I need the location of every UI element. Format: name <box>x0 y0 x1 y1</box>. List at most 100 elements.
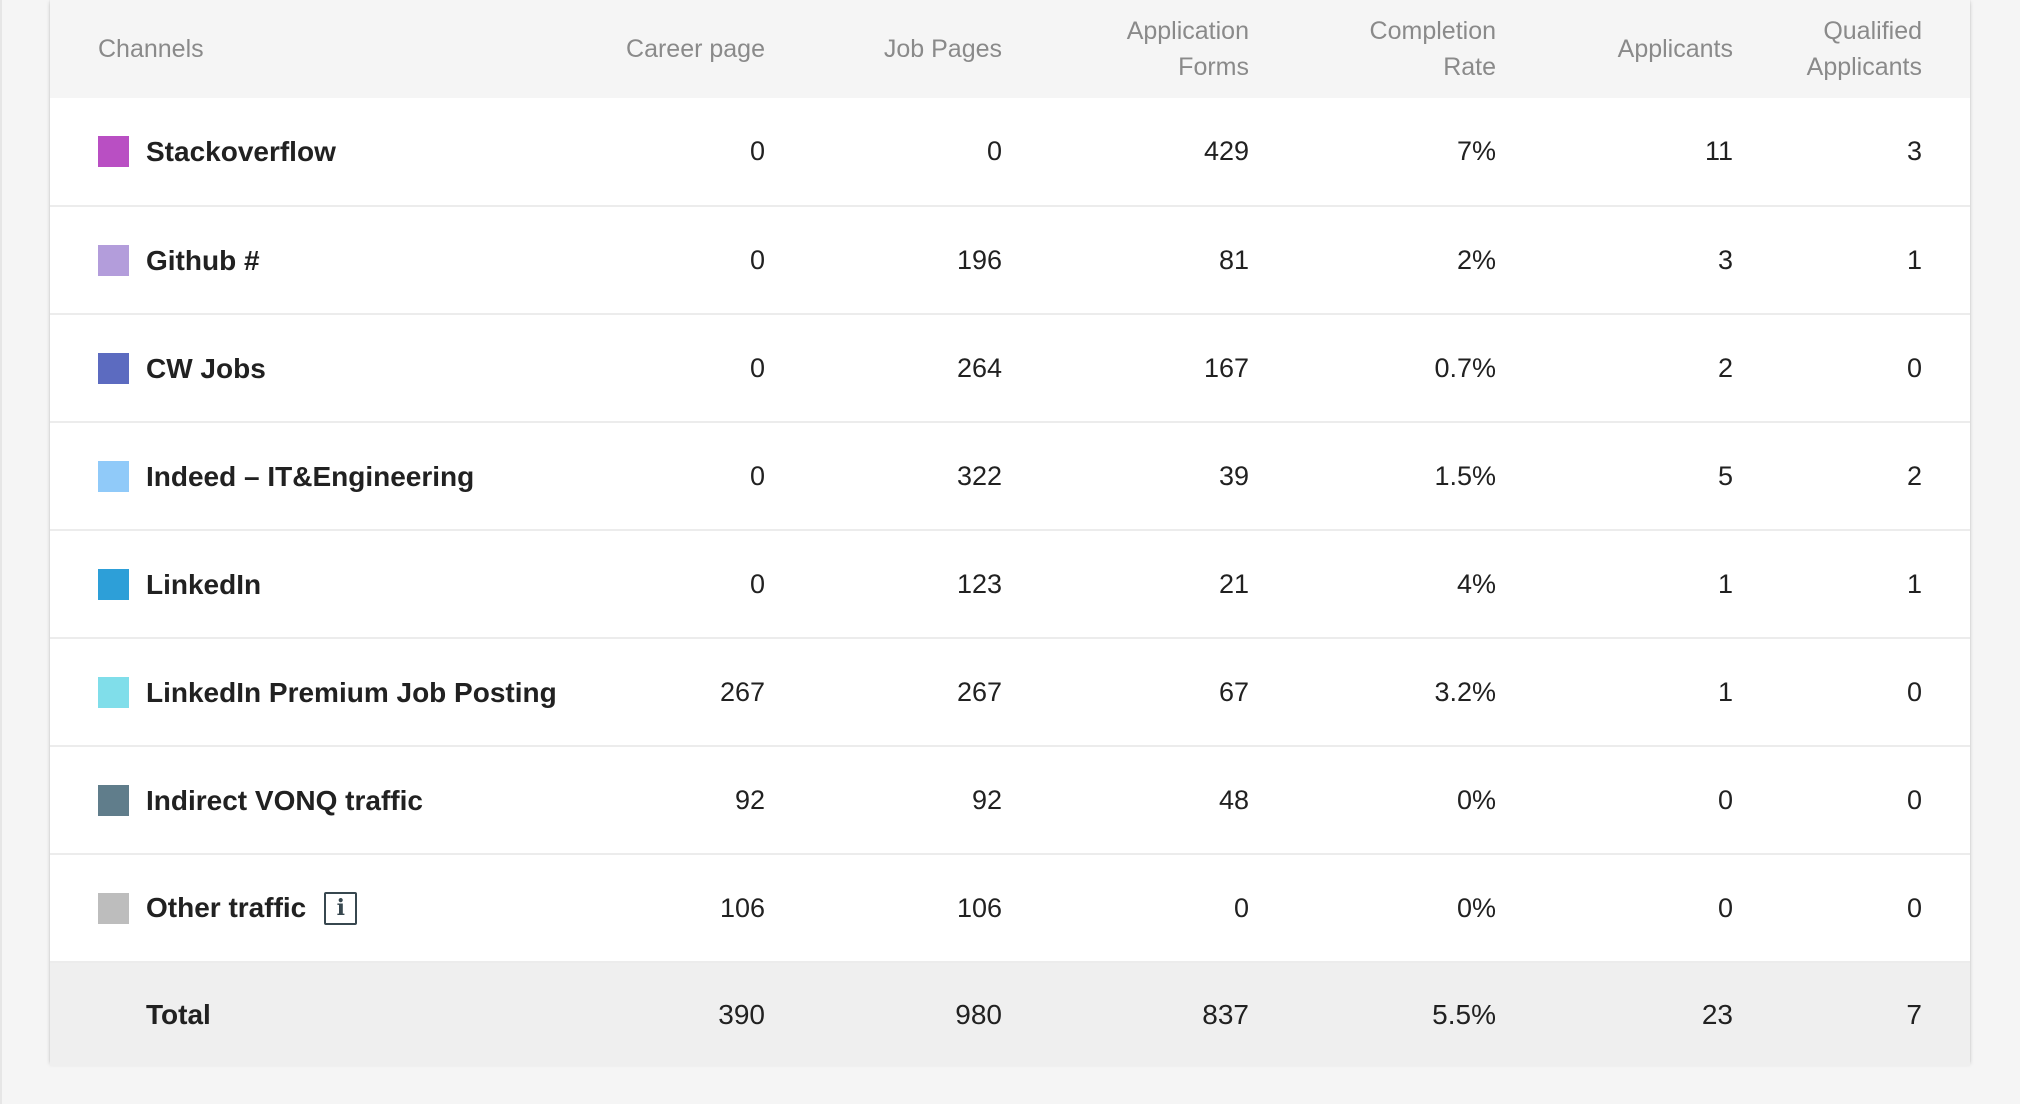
info-icon[interactable]: i <box>324 891 358 925</box>
table-header: Channels Career page Job Pages Applicati… <box>50 0 1970 98</box>
career-page-cell: 0 <box>749 568 765 599</box>
table-row: Indeed – IT&Engineering 0 322 39 1.5% 5 … <box>50 422 1970 530</box>
channel-name: Other traffic <box>146 892 307 924</box>
header-career-page[interactable]: Career page <box>626 35 765 63</box>
applicants-cell: 1 <box>1717 568 1733 599</box>
completion-rate-cell: 0% <box>1456 784 1496 815</box>
channel-name: Indeed – IT&Engineering <box>146 460 475 492</box>
header-qualified-applicants-line1: Qualified <box>1823 17 1922 45</box>
total-career-page-value: 390 <box>718 998 765 1030</box>
application-forms-cell: 39 <box>1218 460 1249 491</box>
job-pages-cell: 267 <box>956 676 1002 707</box>
left-edge-divider <box>0 0 2 1104</box>
total-qualified-applicants: 7 <box>1906 998 1922 1030</box>
completion-rate-cell: 0% <box>1456 892 1496 923</box>
header-application-forms-line1: Application <box>1126 17 1249 45</box>
header-qualified-applicants-line2: Applicants <box>1806 53 1922 81</box>
channel-name: CW Jobs <box>146 352 266 384</box>
job-pages-cell: 106 <box>956 892 1002 923</box>
application-forms-cell: 21 <box>1218 568 1249 599</box>
header-completion-rate[interactable]: Completion Rate <box>1249 0 1496 98</box>
applicants-cell: 3 <box>1717 244 1733 275</box>
header-channels[interactable]: Channels <box>98 35 204 63</box>
applicants-cell: 11 <box>1704 136 1733 166</box>
channel-color-swatch <box>98 568 129 600</box>
application-forms-cell: 67 <box>1218 676 1249 707</box>
career-page-cell: 0 <box>749 244 765 275</box>
completion-rate-cell: 3.2% <box>1434 676 1496 707</box>
applicants-cell: 1 <box>1717 676 1733 707</box>
channel-cell: Other traffic i <box>50 854 560 962</box>
header-applicants[interactable]: Applicants <box>1617 35 1733 63</box>
career-page-cell: 267 <box>719 676 765 707</box>
channel-cell: Indirect VONQ traffic <box>50 746 560 854</box>
qualified-applicants-cell: 2 <box>1906 460 1922 491</box>
completion-rate-cell: 0.7% <box>1434 352 1496 383</box>
table-footer: Total 390 980 837 5.5% 23 7 <box>50 962 1970 1066</box>
table-row: CW Jobs 0 264 167 0.7% 2 0 <box>50 314 1970 422</box>
job-pages-cell: 0 <box>986 136 1002 166</box>
channel-color-swatch <box>98 136 129 168</box>
completion-rate-cell: 4% <box>1456 568 1496 599</box>
header-job-pages[interactable]: Job Pages <box>883 35 1002 63</box>
application-forms-cell: 48 <box>1218 784 1249 815</box>
applicants-cell: 0 <box>1717 892 1733 923</box>
channel-cell: LinkedIn <box>50 530 560 638</box>
header-completion-rate-line1: Completion <box>1369 17 1496 45</box>
qualified-applicants-cell: 1 <box>1906 568 1922 599</box>
job-pages-cell: 196 <box>956 244 1002 275</box>
total-row: Total 390 980 837 5.5% 23 7 <box>50 962 1970 1066</box>
application-forms-cell: 81 <box>1218 244 1249 275</box>
total-job-pages: 980 <box>955 998 1002 1030</box>
channel-name: Stackoverflow <box>146 135 336 167</box>
channel-cell: Indeed – IT&Engineering <box>50 422 560 530</box>
qualified-applicants-cell: 0 <box>1906 676 1922 707</box>
channel-color-swatch <box>98 676 129 708</box>
qualified-applicants-cell: 3 <box>1906 136 1922 166</box>
channel-cell: Stackoverflow <box>50 98 560 206</box>
table-row: Github # 0 196 81 2% 3 1 <box>50 206 1970 314</box>
channel-color-swatch <box>98 784 129 816</box>
channel-name: Github # <box>146 244 260 276</box>
qualified-applicants-cell: 0 <box>1906 892 1922 923</box>
career-page-cell: 92 <box>734 784 765 815</box>
table-row: Other traffic i 106 106 0 0% 0 0 <box>50 854 1970 962</box>
application-forms-cell: 0 <box>1233 892 1249 923</box>
table-row: Stackoverflow 0 0 429 7% 11 3 <box>50 98 1970 206</box>
header-qualified-applicants[interactable]: Qualified Applicants <box>1733 0 1970 98</box>
channel-color-swatch <box>98 244 129 276</box>
job-pages-cell: 322 <box>956 460 1002 491</box>
application-forms-cell: 167 <box>1203 352 1249 383</box>
completion-rate-cell: 1.5% <box>1434 460 1496 491</box>
application-forms-cell: 429 <box>1203 136 1249 166</box>
channels-table: Channels Career page Job Pages Applicati… <box>50 0 1970 1066</box>
table-row: LinkedIn 0 123 21 4% 1 1 <box>50 530 1970 638</box>
career-page-cell: 0 <box>749 352 765 383</box>
table-row: LinkedIn Premium Job Posting 267 267 67 … <box>50 638 1970 746</box>
channel-name: LinkedIn <box>146 568 262 600</box>
job-pages-cell: 92 <box>971 784 1002 815</box>
total-label: Total <box>146 998 211 1030</box>
career-page-cell: 106 <box>719 892 765 923</box>
channel-name: LinkedIn Premium Job Posting <box>146 676 557 708</box>
applicants-cell: 5 <box>1717 460 1733 491</box>
header-completion-rate-line2: Rate <box>1443 53 1496 81</box>
table-row: Indirect VONQ traffic 92 92 48 0% 0 0 <box>50 746 1970 854</box>
channel-color-swatch <box>98 352 129 384</box>
total-application-forms: 837 <box>1202 998 1249 1030</box>
header-application-forms[interactable]: Application Forms <box>1002 0 1249 98</box>
channel-cell: CW Jobs <box>50 314 560 422</box>
qualified-applicants-cell: 1 <box>1906 244 1922 275</box>
total-applicants: 23 <box>1701 998 1733 1030</box>
qualified-applicants-cell: 0 <box>1906 352 1922 383</box>
table-body: Stackoverflow 0 0 429 7% 11 3 Github # 0… <box>50 98 1970 962</box>
applicants-cell: 2 <box>1717 352 1733 383</box>
total-completion-rate: 5.5% <box>1432 998 1496 1030</box>
channel-name: Indirect VONQ traffic <box>146 784 423 816</box>
header-application-forms-line2: Forms <box>1178 53 1249 81</box>
career-page-cell: 0 <box>749 136 765 166</box>
channels-table-card: Channels Career page Job Pages Applicati… <box>50 0 1970 1066</box>
channel-color-swatch <box>98 892 129 924</box>
job-pages-cell: 264 <box>956 352 1002 383</box>
total-career-page: 390 <box>560 962 765 1066</box>
